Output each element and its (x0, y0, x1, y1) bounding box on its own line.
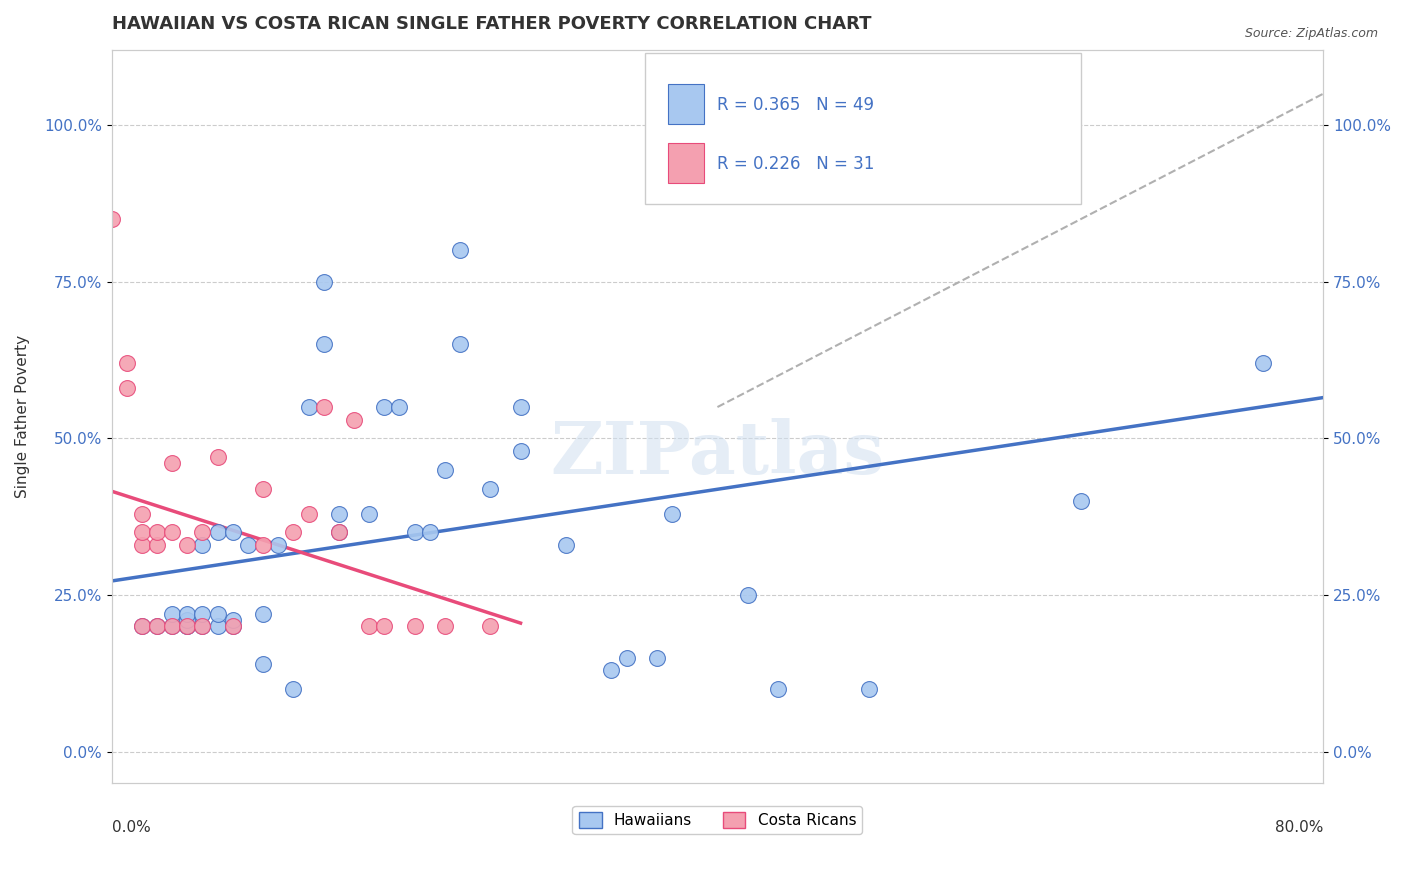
Point (433, 619, 456, 633)
Point (252, 657, 274, 671)
Point (449, 337, 471, 351)
Point (419, 525, 441, 540)
Point (328, 507, 350, 521)
Text: R = 0.226   N = 31: R = 0.226 N = 31 (717, 154, 875, 173)
Point (160, 457, 183, 471)
FancyBboxPatch shape (668, 85, 704, 124)
Point (191, 538, 214, 552)
Point (131, 619, 153, 633)
Point (1070, 494, 1092, 508)
Point (479, 619, 502, 633)
Text: R = 0.365   N = 49: R = 0.365 N = 49 (717, 96, 875, 114)
Point (176, 538, 198, 552)
Point (236, 538, 259, 552)
Point (283, 681, 305, 696)
Point (222, 619, 245, 633)
Point (404, 619, 426, 633)
Text: HAWAIIAN VS COSTA RICAN SINGLE FATHER POVERTY CORRELATION CHART: HAWAIIAN VS COSTA RICAN SINGLE FATHER PO… (111, 15, 872, 33)
Point (191, 619, 214, 633)
Point (131, 619, 153, 633)
FancyBboxPatch shape (668, 143, 704, 183)
Point (191, 607, 214, 621)
Point (131, 538, 153, 552)
Point (645, 650, 668, 665)
Point (283, 525, 305, 540)
Point (115, 356, 138, 370)
Point (131, 507, 153, 521)
Point (115, 381, 138, 395)
Point (449, 244, 471, 258)
Point (766, 681, 789, 696)
Point (661, 507, 683, 521)
Text: 80.0%: 80.0% (1275, 820, 1323, 835)
Point (252, 482, 274, 496)
Point (207, 607, 229, 621)
Point (616, 650, 638, 665)
Point (297, 400, 319, 414)
Point (297, 507, 319, 521)
Point (312, 337, 335, 351)
Point (146, 619, 169, 633)
Point (479, 482, 502, 496)
Point (359, 619, 381, 633)
Legend: Hawaiians, Costa Ricans: Hawaiians, Costa Ricans (572, 805, 862, 834)
Text: ZIPatlas: ZIPatlas (550, 417, 884, 489)
Point (737, 588, 759, 602)
Point (207, 619, 229, 633)
Point (191, 619, 214, 633)
Point (858, 681, 880, 696)
Point (176, 619, 198, 633)
Point (160, 619, 183, 633)
Point (207, 525, 229, 540)
Point (160, 525, 183, 540)
Point (343, 412, 366, 426)
Point (146, 525, 169, 540)
Point (328, 525, 350, 540)
Point (373, 400, 395, 414)
FancyBboxPatch shape (645, 54, 1081, 203)
Y-axis label: Single Father Poverty: Single Father Poverty (15, 334, 30, 498)
Point (312, 275, 335, 289)
Point (146, 538, 169, 552)
Point (359, 507, 381, 521)
Point (222, 525, 245, 540)
Point (146, 619, 169, 633)
Point (100, 212, 122, 227)
Point (600, 663, 623, 677)
Point (252, 607, 274, 621)
Text: Source: ZipAtlas.com: Source: ZipAtlas.com (1244, 27, 1378, 40)
Point (176, 613, 198, 627)
Point (1251, 356, 1274, 370)
Point (160, 619, 183, 633)
Point (176, 607, 198, 621)
Point (267, 538, 290, 552)
Point (934, 118, 956, 132)
Point (160, 607, 183, 621)
Point (222, 619, 245, 633)
Point (509, 400, 531, 414)
Text: 0.0%: 0.0% (111, 820, 150, 835)
Point (222, 613, 245, 627)
Point (328, 525, 350, 540)
Point (373, 619, 395, 633)
Point (207, 450, 229, 465)
Point (176, 619, 198, 633)
Point (252, 538, 274, 552)
Point (433, 463, 456, 477)
Point (555, 538, 578, 552)
Point (404, 525, 426, 540)
Point (312, 400, 335, 414)
Point (191, 525, 214, 540)
Point (131, 525, 153, 540)
Point (176, 619, 198, 633)
Point (388, 400, 411, 414)
Point (509, 444, 531, 458)
